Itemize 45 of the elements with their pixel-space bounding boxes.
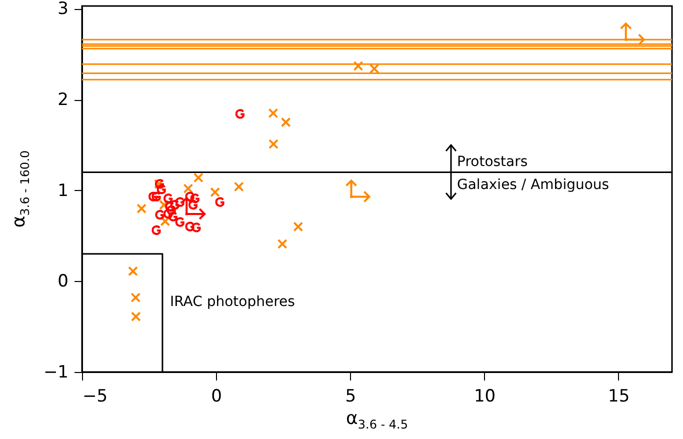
y-tick-label: 3: [58, 0, 68, 20]
x-tick-label: 0: [211, 386, 222, 406]
point: [168, 212, 178, 222]
point: [163, 209, 173, 219]
point: [148, 192, 158, 202]
point: [175, 217, 184, 227]
y-tick-label: −1: [43, 362, 68, 382]
point: [234, 182, 244, 192]
point: [193, 172, 204, 183]
annotation: Galaxies / Ambiguous: [457, 177, 610, 193]
y-tick-label: 0: [58, 272, 68, 292]
x-tick-label: 15: [608, 386, 630, 406]
x-tick-label: 5: [345, 386, 356, 406]
point: [280, 117, 291, 128]
point: [160, 216, 170, 226]
annotation: Protostars: [457, 154, 528, 170]
point: [155, 210, 164, 220]
point: [268, 108, 278, 118]
point: [130, 292, 141, 303]
point: [353, 60, 364, 71]
point: [152, 225, 161, 235]
point: [159, 200, 170, 210]
point: [210, 187, 220, 198]
point: [130, 312, 141, 322]
x-axis-title: α$_{3.6 - 4.5}$: [346, 408, 408, 432]
point: [268, 139, 278, 150]
point: [152, 192, 161, 202]
point: [163, 194, 173, 204]
point: [215, 197, 224, 207]
point: [277, 238, 288, 249]
point: [183, 184, 194, 194]
x-tick-label: −5: [82, 386, 108, 406]
point: [156, 184, 166, 194]
y-tick-label: 1: [58, 180, 68, 201]
y-tick-label: 2: [58, 90, 68, 110]
point: [369, 64, 380, 74]
point: [192, 222, 201, 232]
annotation: IRAC photopheres: [170, 294, 295, 310]
point: [128, 266, 138, 276]
point: [185, 222, 194, 232]
point: [185, 192, 194, 202]
point: [235, 109, 244, 119]
point: [136, 204, 147, 214]
x-tick-label: 10: [474, 386, 496, 406]
point: [293, 222, 304, 232]
